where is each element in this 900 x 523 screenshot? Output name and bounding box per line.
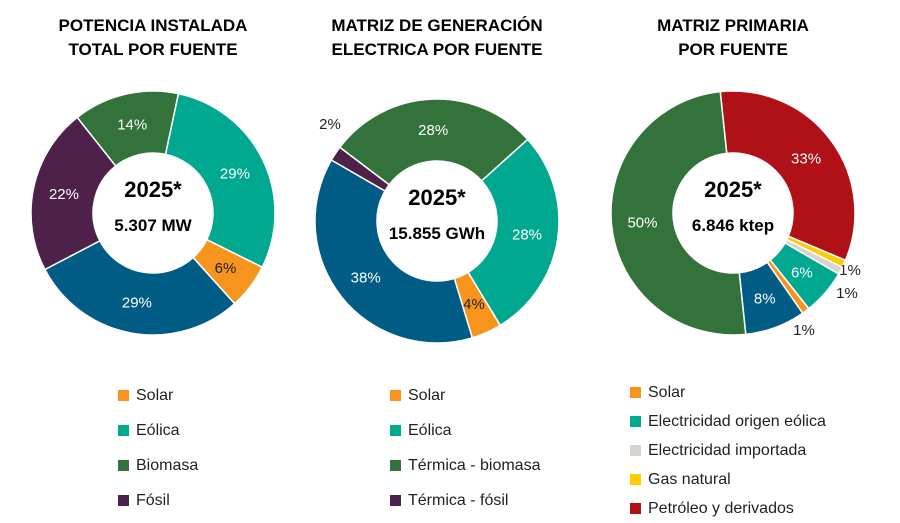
legend-label: Eólica (136, 421, 180, 439)
chart1-slice (43, 239, 236, 336)
legend-swatch (118, 460, 129, 471)
chart2-title: MATRIZ DE GENERACIÓN ELECTRICA POR FUENT… (331, 16, 543, 59)
legend-swatch (630, 474, 641, 485)
chart1-data-label: 14% (117, 116, 147, 133)
legend-item: Fósil (118, 483, 198, 518)
chart3-slice (610, 90, 747, 336)
chart2-center-total: 15.855 GWh (389, 224, 485, 243)
chart2-slice (338, 98, 529, 186)
legend-swatch (390, 495, 401, 506)
chart2-data-label: 4% (463, 296, 485, 313)
legend-label: Solar (136, 386, 174, 404)
chart2-data-label: 2% (319, 116, 341, 133)
legend-item: Solar (118, 378, 198, 413)
legend-label: Electricidad importada (648, 441, 807, 459)
chart3-center-total: 6.846 ktep (692, 216, 774, 235)
chart3-data-label: 1% (836, 285, 858, 302)
legend-item: Gas natural (630, 465, 826, 494)
legend-swatch (390, 425, 401, 436)
legend-swatch (630, 387, 641, 398)
legend-item: Térmica - fósil (390, 483, 540, 518)
chart2-slice (467, 138, 560, 327)
legend-label: Térmica - biomasa (408, 456, 541, 474)
legend-item: Petróleo y derivados (630, 494, 826, 523)
chart1-title: POTENCIA INSTALADA TOTAL POR FUENTE (58, 16, 248, 59)
legend-label: Eólica (408, 421, 452, 439)
chart3-data-label: 1% (793, 322, 815, 339)
legend-item: Biomasa (118, 448, 198, 483)
legend-swatch (118, 495, 129, 506)
chart3-data-label: 1% (839, 262, 861, 279)
chart2-legend: Solar Eólica Térmica - biomasa Térmica - fó… (390, 378, 540, 518)
legend-item: Térmica - biomasa (390, 448, 540, 483)
chart3-data-label: 6% (791, 264, 813, 281)
chart2-data-label: 38% (351, 270, 381, 287)
chart3-data-label: 8% (754, 290, 776, 307)
legend-swatch (118, 390, 129, 401)
chart1-center-total: 5.307 MW (114, 216, 192, 235)
legend-item: Solar (390, 378, 540, 413)
chart2-data-label: 28% (512, 226, 542, 243)
legend-label: Fósil (136, 491, 170, 509)
chart3-slice (719, 90, 856, 262)
chart3-data-label: 33% (791, 151, 821, 168)
chart1-legend: Solar Eólica Biomasa Fósil (118, 378, 198, 518)
legend-swatch (390, 390, 401, 401)
chart1-slice (30, 116, 117, 271)
chart1-slice (164, 92, 276, 269)
chart3-legend: Solar Electricidad origen eólica Electrici… (630, 378, 826, 523)
legend-swatch (118, 425, 129, 436)
chart3-center-year: 2025* (704, 177, 762, 202)
chart2-center-year: 2025* (408, 185, 466, 210)
chart3-data-label: 50% (627, 215, 657, 232)
chart3-title: MATRIZ PRIMARIA POR FUENTE (657, 16, 809, 59)
chart2-slice (314, 158, 474, 344)
legend-label: Solar (648, 383, 686, 401)
chart1-slice (76, 90, 180, 168)
legend-label: Solar (408, 386, 446, 404)
legend-swatch (630, 503, 641, 514)
legend-item: Eólica (118, 413, 198, 448)
legend-item: Electricidad importada (630, 436, 826, 465)
chart1-center-year: 2025* (124, 177, 182, 202)
legend-item: Eólica (390, 413, 540, 448)
legend-label: Gas natural (648, 470, 731, 488)
legend-swatch (390, 460, 401, 471)
chart1-data-label: 22% (49, 186, 79, 203)
chart2-data-label: 28% (418, 122, 448, 139)
legend-label: Biomasa (136, 456, 199, 474)
legend-label: Electricidad origen eólica (648, 412, 826, 430)
chart1-data-label: 29% (122, 295, 152, 312)
legend-label: Térmica - fósil (408, 491, 509, 509)
chart1-data-label: 29% (220, 165, 250, 182)
legend-swatch (630, 416, 641, 427)
legend-item: Solar (630, 378, 826, 407)
legend-swatch (630, 445, 641, 456)
legend-label: Petróleo y derivados (648, 499, 794, 517)
legend-item: Electricidad origen eólica (630, 407, 826, 436)
chart1-data-label: 6% (215, 260, 237, 277)
